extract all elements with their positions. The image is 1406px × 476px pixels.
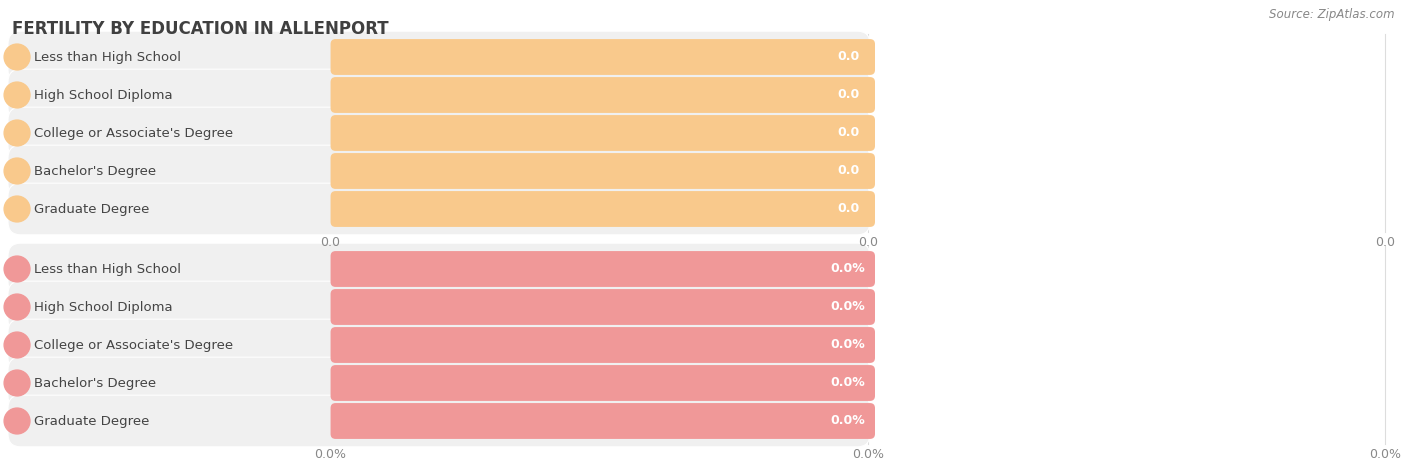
Text: 0.0: 0.0 (837, 202, 859, 216)
Text: Bachelor's Degree: Bachelor's Degree (34, 377, 156, 389)
Text: Source: ZipAtlas.com: Source: ZipAtlas.com (1270, 8, 1395, 21)
Circle shape (4, 196, 30, 222)
FancyBboxPatch shape (330, 39, 875, 75)
Text: High School Diploma: High School Diploma (34, 300, 173, 314)
Circle shape (4, 120, 30, 146)
Text: 0.0: 0.0 (858, 236, 877, 249)
Text: 0.0%: 0.0% (831, 262, 865, 276)
Text: College or Associate's Degree: College or Associate's Degree (34, 338, 233, 351)
FancyBboxPatch shape (8, 243, 870, 295)
Text: 0.0%: 0.0% (831, 338, 865, 351)
Text: 0.0: 0.0 (837, 127, 859, 139)
Text: College or Associate's Degree: College or Associate's Degree (34, 127, 233, 139)
Text: Graduate Degree: Graduate Degree (34, 202, 149, 216)
FancyBboxPatch shape (330, 289, 875, 325)
FancyBboxPatch shape (330, 191, 875, 227)
Text: 0.0%: 0.0% (1369, 448, 1400, 461)
Circle shape (4, 44, 30, 70)
Circle shape (4, 256, 30, 282)
Text: Less than High School: Less than High School (34, 50, 181, 63)
Text: High School Diploma: High School Diploma (34, 89, 173, 101)
FancyBboxPatch shape (8, 281, 870, 333)
FancyBboxPatch shape (8, 395, 870, 447)
FancyBboxPatch shape (330, 153, 875, 189)
FancyBboxPatch shape (330, 115, 875, 151)
FancyBboxPatch shape (8, 31, 870, 83)
FancyBboxPatch shape (330, 403, 875, 439)
Text: Graduate Degree: Graduate Degree (34, 415, 149, 427)
Text: 0.0%: 0.0% (831, 300, 865, 314)
Circle shape (4, 332, 30, 358)
Text: FERTILITY BY EDUCATION IN ALLENPORT: FERTILITY BY EDUCATION IN ALLENPORT (13, 20, 388, 38)
Text: 0.0%: 0.0% (831, 377, 865, 389)
Text: 0.0%: 0.0% (314, 448, 346, 461)
FancyBboxPatch shape (8, 357, 870, 409)
FancyBboxPatch shape (330, 77, 875, 113)
FancyBboxPatch shape (8, 107, 870, 159)
Circle shape (4, 370, 30, 396)
Circle shape (4, 294, 30, 320)
Text: 0.0: 0.0 (1375, 236, 1395, 249)
Text: 0.0: 0.0 (321, 236, 340, 249)
Text: 0.0: 0.0 (837, 89, 859, 101)
FancyBboxPatch shape (8, 183, 870, 235)
Text: 0.0%: 0.0% (852, 448, 884, 461)
Text: 0.0: 0.0 (837, 165, 859, 178)
FancyBboxPatch shape (8, 319, 870, 371)
Text: Less than High School: Less than High School (34, 262, 181, 276)
Circle shape (4, 408, 30, 434)
Circle shape (4, 82, 30, 108)
FancyBboxPatch shape (330, 365, 875, 401)
FancyBboxPatch shape (330, 251, 875, 287)
Text: 0.0%: 0.0% (831, 415, 865, 427)
FancyBboxPatch shape (8, 145, 870, 197)
FancyBboxPatch shape (330, 327, 875, 363)
Text: 0.0: 0.0 (837, 50, 859, 63)
Circle shape (4, 158, 30, 184)
Text: Bachelor's Degree: Bachelor's Degree (34, 165, 156, 178)
FancyBboxPatch shape (8, 69, 870, 121)
